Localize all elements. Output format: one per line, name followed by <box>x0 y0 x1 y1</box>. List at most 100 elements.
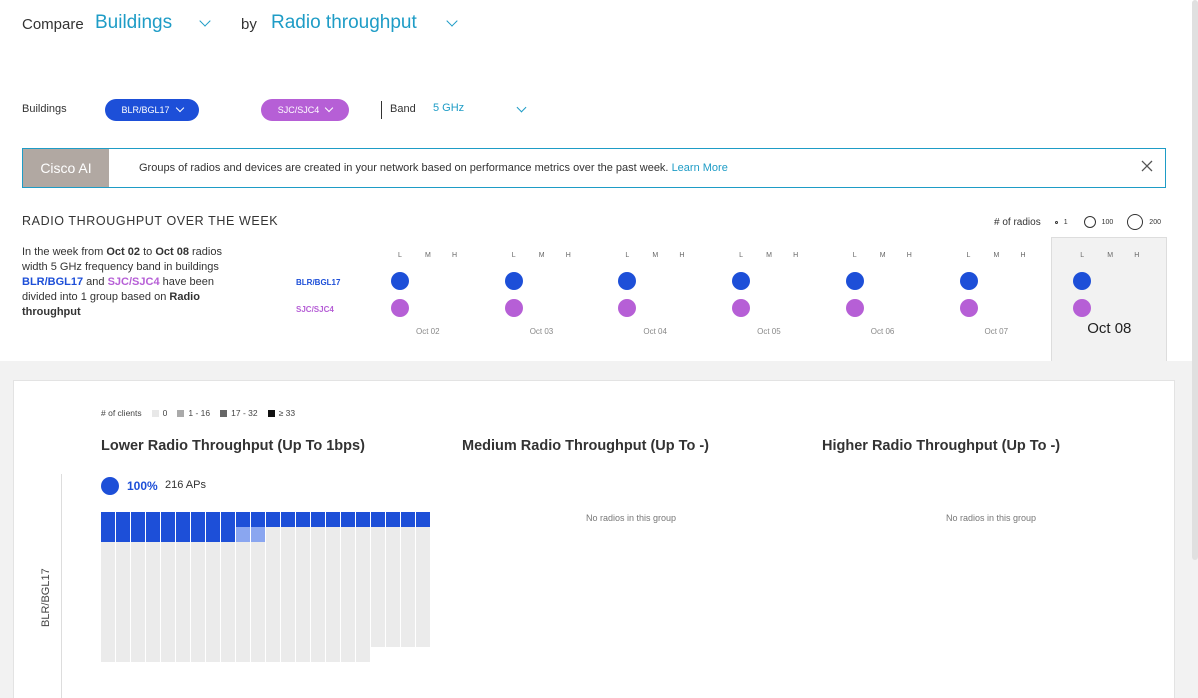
band-value: 5 GHz <box>433 102 465 114</box>
day-dot-blr[interactable] <box>959 272 978 290</box>
legend-circle-icon <box>1127 214 1144 230</box>
day-label[interactable]: Oct 07 <box>984 327 1009 336</box>
lmh-label: M <box>993 252 1000 259</box>
ap-column[interactable] <box>401 512 415 647</box>
ap-cell <box>371 512 385 527</box>
legend-swatch <box>220 409 228 417</box>
day-dot-sjc[interactable] <box>1073 299 1092 317</box>
day-label[interactable]: Oct 03 <box>529 327 554 336</box>
learn-more-link[interactable]: Learn More <box>671 162 728 174</box>
close-icon[interactable] <box>1139 158 1155 174</box>
building-pill-label: BLR/BGL17 <box>121 105 170 115</box>
ap-column[interactable] <box>386 512 400 647</box>
day-dot-sjc[interactable] <box>504 299 523 317</box>
ap-cell <box>341 512 355 527</box>
chevron-down-icon[interactable] <box>446 15 458 27</box>
ap-column[interactable] <box>371 512 385 647</box>
metric-dropdown[interactable]: Radio throughput <box>271 12 417 34</box>
group-percent: 100% <box>127 479 158 493</box>
group-dot-blr <box>101 477 119 495</box>
ap-column[interactable] <box>356 512 370 662</box>
day-dot-blr[interactable] <box>618 272 637 290</box>
legend-swatch <box>267 409 275 417</box>
legend-value: 1 <box>1063 218 1068 226</box>
ap-column[interactable] <box>296 512 310 662</box>
building-pill-label: SJC/SJC4 <box>277 105 320 115</box>
group-title-higher: Higher Radio Throughput (Up To -) <box>822 438 1061 454</box>
ap-cell <box>221 512 235 542</box>
day-dot-blr[interactable] <box>504 272 523 290</box>
day-label[interactable]: Oct 05 <box>757 327 781 336</box>
ap-cell <box>161 512 175 542</box>
band-dropdown[interactable]: 5 GHz <box>433 102 464 114</box>
lmh-label: M <box>425 252 431 259</box>
day-dot-blr[interactable] <box>732 272 751 290</box>
compare-dropdown[interactable]: Buildings <box>95 12 172 34</box>
divider <box>381 101 382 119</box>
ap-column[interactable] <box>311 512 325 662</box>
banner-message: Groups of radios and devices are created… <box>139 162 669 174</box>
day-dot-sjc[interactable] <box>391 299 409 317</box>
ap-cell <box>146 512 160 542</box>
week-description: In the week from Oct 02 to Oct 08 radios… <box>22 245 244 320</box>
day-label[interactable]: Oct 06 <box>870 327 895 336</box>
ap-column[interactable] <box>281 512 295 662</box>
day-dot-sjc[interactable] <box>959 299 978 317</box>
metric-value: Radio throughput <box>271 12 417 33</box>
ap-column[interactable] <box>101 512 115 662</box>
group-ap-count: 216 APs <box>165 479 206 491</box>
day-label[interactable]: Oct 02 <box>416 327 440 336</box>
desc-building: SJC/SJC4 <box>107 276 160 288</box>
ap-cell <box>356 512 370 527</box>
day-label[interactable]: Oct 04 <box>643 327 667 336</box>
chevron-down-icon[interactable] <box>199 15 211 27</box>
ap-column[interactable] <box>221 512 235 662</box>
day-label[interactable]: Oct 08 <box>1087 320 1132 337</box>
lmh-label: M <box>538 252 545 259</box>
ap-column[interactable] <box>161 512 175 662</box>
ap-cell <box>251 527 265 542</box>
ap-column[interactable] <box>116 512 130 662</box>
selected-day-column[interactable] <box>1051 237 1167 361</box>
compare-value: Buildings <box>95 12 173 33</box>
lmh-label: M <box>766 252 772 259</box>
legend-circle-icon <box>1054 220 1058 224</box>
ap-column[interactable] <box>266 512 280 662</box>
group-title-medium: Medium Radio Throughput (Up To -) <box>462 438 709 454</box>
chevron-down-icon <box>325 103 334 113</box>
lmh-label: M <box>1107 252 1114 259</box>
banner-text: Groups of radios and devices are created… <box>139 162 728 174</box>
day-dot-blr[interactable] <box>845 272 864 290</box>
ap-column[interactable] <box>206 512 220 662</box>
ap-cell <box>266 512 280 527</box>
day-dot-blr[interactable] <box>391 272 409 290</box>
ap-column[interactable] <box>146 512 160 662</box>
ap-column[interactable] <box>236 512 250 662</box>
ap-column[interactable] <box>416 512 430 647</box>
building-pill-sjc[interactable]: SJC/SJC4 <box>261 99 349 121</box>
day-dot-blr[interactable] <box>1073 272 1092 290</box>
empty-group-message: No radios in this group <box>586 513 677 523</box>
ap-column[interactable] <box>176 512 190 662</box>
chevron-down-icon[interactable] <box>516 102 527 113</box>
ap-column[interactable] <box>251 512 265 662</box>
lmh-label: H <box>679 252 685 259</box>
day-dot-sjc[interactable] <box>618 299 637 317</box>
ap-column[interactable] <box>326 512 340 662</box>
scrollbar[interactable] <box>1192 0 1198 560</box>
day-dot-sjc[interactable] <box>732 299 751 317</box>
day-dot-sjc[interactable] <box>845 299 864 317</box>
legend-swatch <box>177 409 185 417</box>
ap-cell <box>401 512 415 527</box>
lmh-label: H <box>452 252 458 259</box>
building-pill-blr[interactable]: BLR/BGL17 <box>105 99 199 121</box>
row-label-sjc: SJC/SJC4 <box>296 305 334 314</box>
desc-text: In the week from <box>22 246 107 258</box>
ap-column[interactable] <box>191 512 205 662</box>
desc-date: Oct 02 <box>106 246 141 258</box>
band-label: Band <box>390 103 416 115</box>
ap-column[interactable] <box>131 512 145 662</box>
legend-swatch <box>151 409 159 417</box>
lmh-label: L <box>739 252 743 259</box>
ap-column[interactable] <box>341 512 355 662</box>
